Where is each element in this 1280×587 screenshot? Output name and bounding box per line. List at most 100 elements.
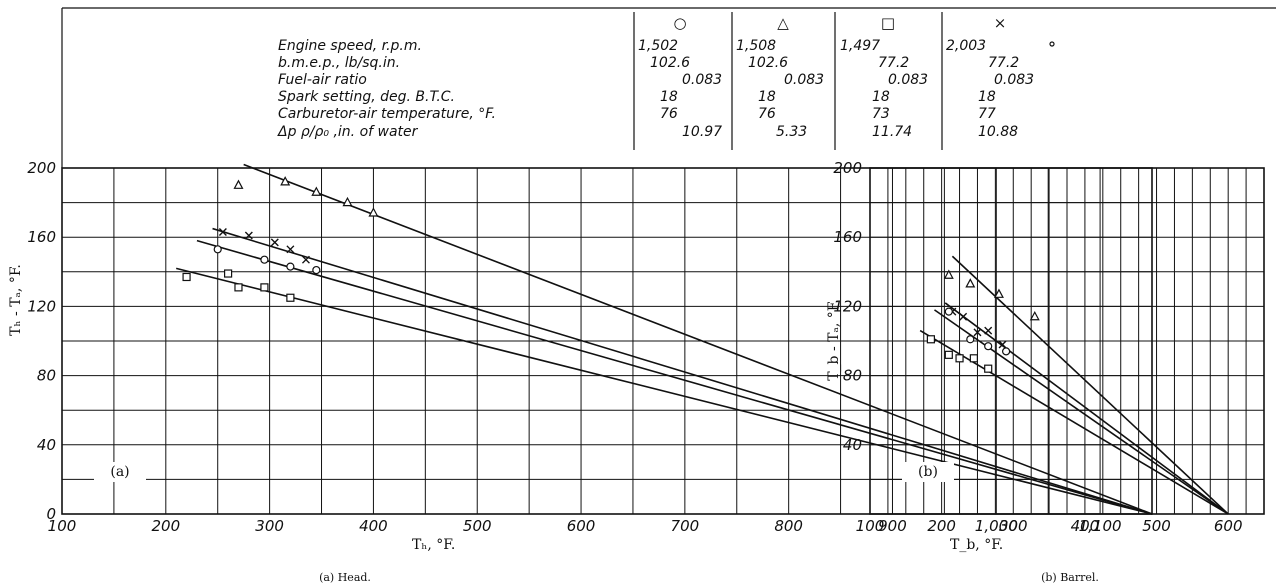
- x-tick-label: 800: [774, 517, 803, 535]
- row-label-bmep: b.m.e.p., lb/sq.in.: [278, 55, 400, 71]
- cell-r5-c2: 11.74: [872, 124, 912, 140]
- x-tick-label: 100: [856, 517, 885, 535]
- legend-table: ○ △ □ × Engine speed, r.p.m. b.m.e.p., l…: [61, 7, 1276, 168]
- data-point-triangle: [368, 207, 379, 217]
- data-point-square: [969, 354, 978, 363]
- x-tick-label: 600: [567, 517, 596, 535]
- series-circle: [196, 239, 1153, 515]
- data-point-circle: [286, 262, 295, 271]
- fit-line-circle: [934, 309, 1229, 515]
- data-point-x: [984, 326, 993, 335]
- row-label-fuel-air: Fuel-air ratio: [278, 72, 367, 88]
- cell-r1-c0: 102.6: [650, 55, 690, 71]
- data-point-x: [998, 340, 1007, 349]
- x-tick-label: 700: [671, 517, 700, 535]
- data-point-triangle: [311, 186, 322, 196]
- x-tick-label: 500: [463, 517, 492, 535]
- fit-line-triangle: [951, 255, 1229, 515]
- svg-text:(b): (b): [918, 464, 938, 480]
- x-tick-label: 400: [1071, 517, 1100, 535]
- y-tick-label: 0: [46, 505, 56, 523]
- data-point-circle: [966, 335, 975, 344]
- data-point-triangle: [993, 288, 1004, 298]
- fit-line-square: [919, 329, 1229, 515]
- x-tick-label: 1,000: [975, 517, 1018, 535]
- cell-r5-c1: 5.33: [776, 124, 807, 140]
- row-label-carb-temp: Carburetor-air temperature, °F.: [278, 106, 496, 122]
- cell-r2-c1: 0.083: [784, 72, 824, 88]
- fit-line-circle: [196, 239, 1153, 515]
- x-tick-label: 400: [359, 517, 388, 535]
- series-square: [175, 267, 1153, 515]
- series-triangle: [943, 255, 1229, 515]
- fit-line-triangle: [243, 163, 1153, 515]
- x-tick-label: 600: [1214, 517, 1243, 535]
- series-x: [944, 302, 1229, 515]
- data-point-square: [926, 335, 935, 344]
- y-axis-label: Tₕ - Tₐ, °F.: [8, 264, 24, 336]
- cell-r0-c3: 2,003: [946, 38, 986, 54]
- plot-frame: [869, 167, 1265, 515]
- panel-tag: (a): [94, 462, 146, 482]
- cell-r2-c3: 0.083: [994, 72, 1034, 88]
- data-point-square: [260, 283, 269, 292]
- cell-r5-c3: 10.88: [978, 124, 1018, 140]
- data-point-x: [286, 245, 295, 254]
- data-point-square: [955, 354, 964, 363]
- cell-r3-c0: 18: [660, 89, 678, 105]
- data-point-square: [223, 269, 233, 278]
- data-point-triangle: [1029, 311, 1040, 321]
- data-point-square: [286, 293, 295, 302]
- series-circle: [934, 307, 1229, 515]
- data-point-circle: [944, 307, 953, 316]
- data-point-square: [182, 272, 191, 282]
- x-axis-label: T_b, °F.: [950, 537, 1003, 553]
- stray-dot: [1049, 41, 1055, 47]
- data-point-circle: [213, 245, 222, 254]
- grid: [869, 167, 1265, 515]
- x-tick-label: 100: [48, 517, 77, 535]
- x-tick-label: 900: [878, 517, 907, 535]
- row-label-engine-speed: Engine speed, r.p.m.: [278, 38, 422, 54]
- y-tick-label: 80: [843, 367, 862, 385]
- cell-r0-c0: 1,502: [638, 38, 678, 54]
- x-tick-label: 200: [927, 517, 956, 535]
- data-point-x: [973, 328, 982, 337]
- y-axis-label: T_b - Tₐ, °F.: [826, 299, 842, 381]
- data-point-x: [244, 231, 253, 240]
- y-tick-label: 40: [843, 436, 862, 454]
- cell-r4-c2: 73: [872, 106, 890, 122]
- panel-caption: (a) Head.: [319, 571, 371, 584]
- y-tick-label: 200: [27, 159, 56, 177]
- panel-caption: (b) Barrel.: [1041, 571, 1099, 584]
- y-tick-label: 80: [37, 367, 56, 385]
- data-point-square: [984, 364, 993, 373]
- y-tick-label: 40: [37, 436, 56, 454]
- data-point-x: [301, 255, 310, 264]
- x-axis-label: Tₕ, °F.: [412, 537, 455, 553]
- cell-r1-c3: 77.2: [988, 55, 1019, 71]
- row-label-spark: Spark setting, deg. B.T.C.: [278, 89, 455, 105]
- fit-line-square: [175, 267, 1153, 515]
- cell-r0-c2: 1,497: [840, 38, 880, 54]
- cell-r3-c1: 18: [758, 89, 776, 105]
- legend-symbol-x: ×: [994, 14, 1007, 32]
- data-point-circle: [1002, 347, 1011, 356]
- chart-panel-barrel: 100 200 300 400 500 600 40 80 120 160 200 T_b, °F. T…: [826, 159, 1265, 584]
- data-point-triangle: [943, 269, 954, 279]
- panel-tag: (b): [902, 462, 954, 482]
- y-tick-label: 200: [833, 159, 862, 177]
- cell-r4-c0: 76: [660, 106, 678, 122]
- cell-r0-c1: 1,508: [736, 38, 776, 54]
- data-point-square: [944, 350, 953, 359]
- legend-symbol-triangle: △: [777, 14, 789, 32]
- y-tick-label: 160: [27, 228, 56, 246]
- series-square: [919, 329, 1229, 515]
- x-tick-label: 200: [151, 517, 180, 535]
- cell-r2-c2: 0.083: [888, 72, 928, 88]
- row-label-delta-p: Δp ρ/ρ₀ ,in. of water: [277, 124, 419, 140]
- chart-panel-head: 100 200 300 400 500 600 700 800 900 1,000 1,100 0 40…: [8, 159, 1153, 584]
- y-tick-label: 120: [27, 297, 56, 315]
- series-triangle: [233, 163, 1153, 515]
